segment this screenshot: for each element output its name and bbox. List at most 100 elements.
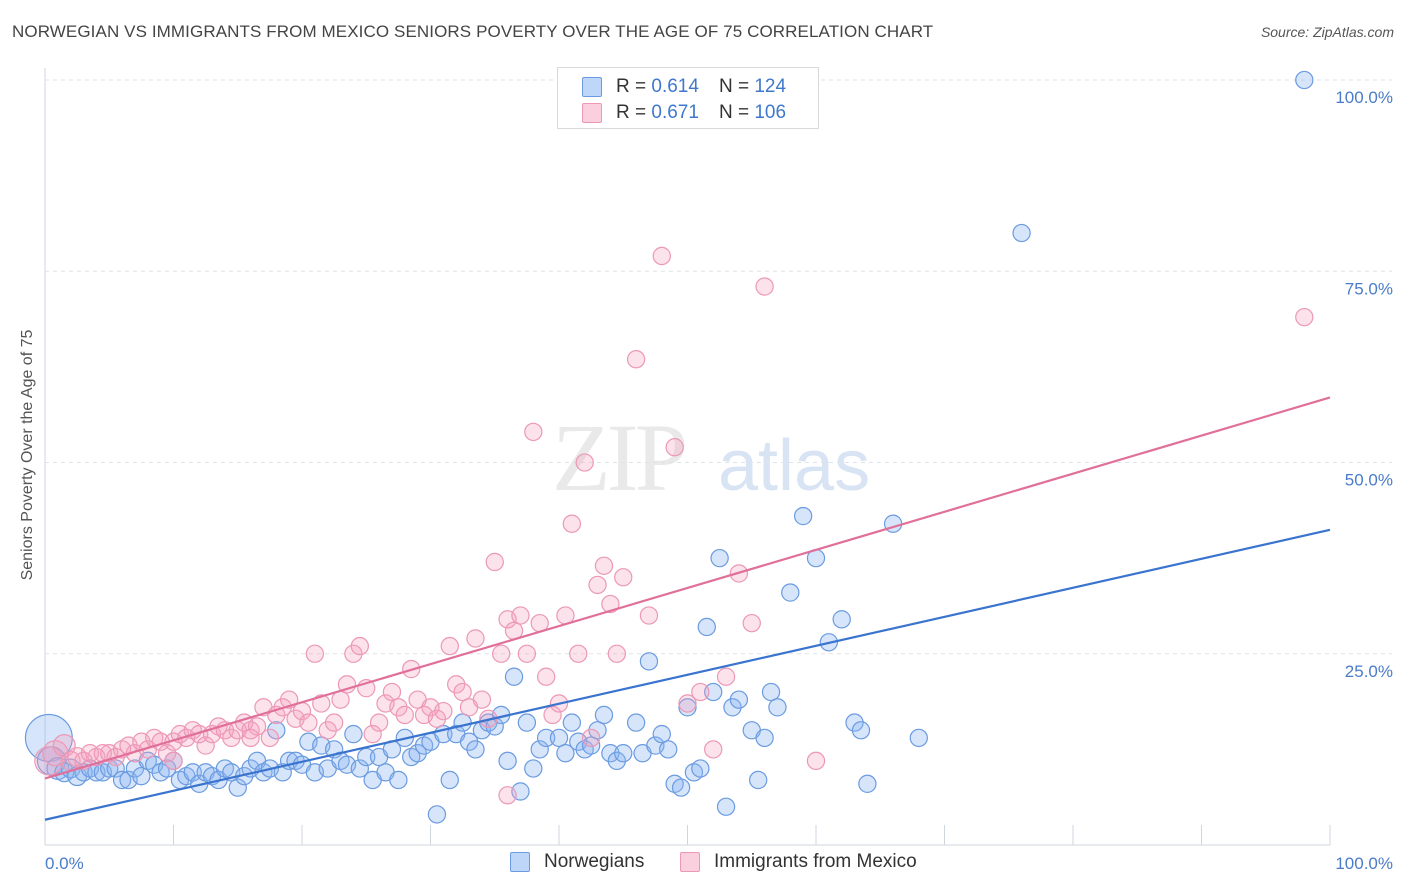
legend-swatch-pink — [582, 103, 602, 123]
legend-r-label: R = — [616, 76, 647, 97]
legend-item-mexico[interactable]: Immigrants from Mexico — [680, 851, 917, 873]
point-norwegians — [453, 713, 472, 732]
point-norwegians — [530, 740, 549, 759]
point-norwegians — [350, 759, 370, 778]
x-tick-label: 0.0% — [45, 854, 84, 873]
point-mexico — [562, 514, 582, 533]
point-mexico — [241, 728, 260, 748]
point-norwegians — [723, 698, 742, 717]
point-mexico — [498, 786, 517, 805]
legend-row-norwegians: R = 0.614 N = 124 — [582, 75, 787, 99]
point-mexico — [389, 698, 408, 717]
point-norwegians — [389, 770, 408, 790]
legend-n-label: N = — [718, 102, 750, 123]
point-mexico — [157, 744, 177, 763]
legend-item-norwegians[interactable]: Norwegians — [510, 851, 644, 873]
series-legend: Norwegians Immigrants from Mexico — [0, 851, 1406, 879]
watermark-atlas: atlas — [718, 426, 870, 506]
x-tick-label: 100.0% — [1335, 854, 1393, 873]
y-tick-label: 50.0% — [1345, 471, 1393, 490]
point-mexico — [588, 575, 607, 595]
point-mexico — [395, 705, 414, 725]
point-mexico — [466, 629, 485, 648]
point-norwegians — [601, 744, 620, 763]
point-mexico — [678, 694, 697, 713]
point-mexico — [190, 724, 209, 744]
point-mexico — [652, 246, 671, 266]
watermark-zip: ZIP — [552, 404, 685, 511]
legend-label-norwegians: Norwegians — [544, 851, 645, 872]
point-mexico — [601, 594, 620, 614]
point-mexico — [575, 453, 594, 472]
point-norwegians — [466, 740, 485, 759]
chart-title: NORWEGIAN VS IMMIGRANTS FROM MEXICO SENI… — [12, 22, 934, 41]
point-norwegians — [132, 766, 151, 786]
y-tick-label: 25.0% — [1345, 662, 1393, 681]
point-mexico — [581, 728, 601, 748]
point-mexico — [485, 552, 504, 572]
point-norwegians — [1012, 223, 1031, 243]
point-mexico — [806, 751, 826, 771]
point-norwegians — [157, 759, 177, 778]
legend-swatch-blue — [582, 77, 602, 97]
legend-n-label: N = — [718, 76, 750, 97]
point-mexico — [196, 736, 215, 755]
point-norwegians — [498, 751, 517, 771]
point-mexico — [511, 606, 530, 625]
legend-r-value: 0.614 — [651, 76, 699, 97]
point-norwegians — [504, 667, 524, 686]
point-norwegians — [517, 713, 537, 732]
point-norwegians — [652, 724, 671, 744]
point-mexico — [614, 568, 633, 587]
legend-n-value: 124 — [754, 76, 787, 97]
point-norwegians — [671, 778, 691, 797]
point-mexico — [299, 713, 318, 732]
legend-swatch-pink — [680, 852, 700, 872]
point-norwegians — [440, 770, 459, 790]
point-mexico — [382, 682, 402, 702]
point-mexico — [755, 277, 774, 296]
point-norwegians — [581, 736, 601, 755]
point-norwegians — [344, 724, 363, 744]
point-norwegians — [755, 728, 774, 748]
legend-swatch-blue — [510, 852, 530, 872]
point-mexico — [691, 682, 710, 702]
point-norwegians — [793, 506, 813, 526]
point-norwegians — [614, 744, 633, 763]
legend-row-mexico: R = 0.671 N = 106 — [582, 101, 787, 125]
point-mexico — [626, 350, 646, 369]
point-norwegians — [781, 583, 800, 602]
point-norwegians — [858, 774, 877, 793]
point-mexico — [344, 644, 363, 663]
point-mexico — [639, 606, 659, 625]
trend-line-mexico — [44, 396, 1331, 780]
point-mexico — [434, 701, 453, 721]
trend-lines — [44, 396, 1331, 821]
point-norwegians — [716, 797, 736, 816]
point-norwegians — [524, 759, 543, 778]
tick-labels: 25.0% 50.0% 75.0% 100.0% 0.0% 100.0% — [45, 88, 1393, 873]
point-norwegians — [267, 721, 286, 740]
point-norwegians — [729, 690, 749, 709]
point-norwegians — [761, 682, 781, 702]
point-norwegians — [845, 713, 864, 732]
point-norwegians — [427, 805, 447, 824]
point-mexico — [318, 721, 337, 740]
point-mexico — [453, 682, 472, 702]
point-mexico — [517, 644, 537, 663]
point-mexico — [1295, 307, 1314, 327]
point-mexico — [569, 644, 588, 663]
point-norwegians — [768, 698, 787, 717]
stats-legend: R = 0.614 N = 124 R = 0.671 N = 106 — [557, 67, 819, 129]
legend-r-label: R = — [616, 102, 647, 123]
point-norwegians — [556, 744, 575, 763]
point-norwegians — [639, 652, 659, 671]
point-mexico — [665, 438, 684, 457]
point-norwegians — [851, 721, 871, 740]
point-mexico — [440, 636, 459, 656]
point-norwegians — [691, 759, 710, 778]
legend-n-value: 106 — [754, 102, 787, 123]
point-norwegians — [697, 617, 716, 637]
point-mexico — [247, 717, 267, 736]
